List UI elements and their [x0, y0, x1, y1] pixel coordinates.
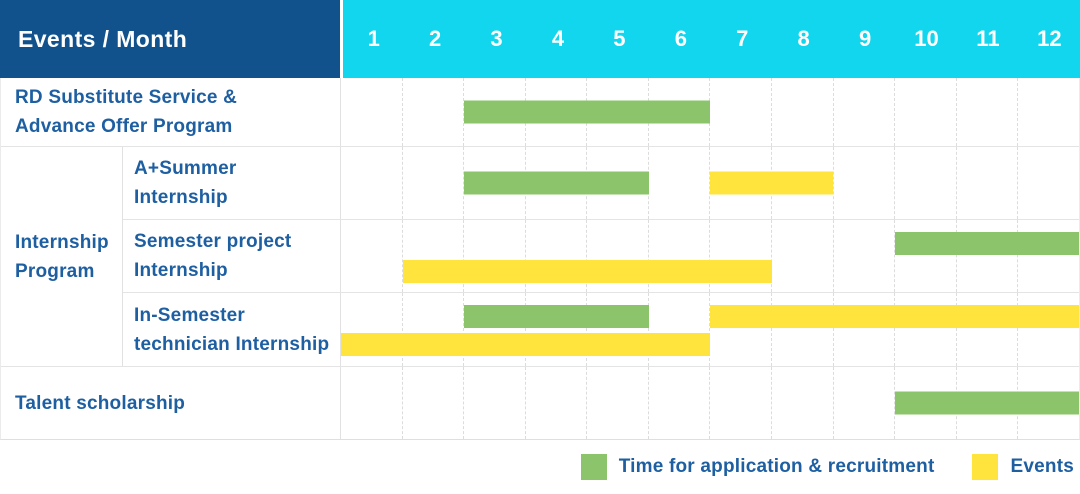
month-grid — [341, 220, 1079, 292]
month-grid-cell — [957, 293, 1019, 366]
month-grid-cell — [957, 78, 1019, 146]
events-color-swatch — [972, 454, 999, 480]
month-header-cell: 11 — [976, 26, 1000, 51]
month-grid-cell — [710, 293, 773, 366]
month-header-cell: 9 — [858, 26, 872, 51]
month-grid-cell — [403, 78, 465, 146]
gantt-bar-event — [710, 305, 1079, 328]
month-grid-cell — [464, 293, 526, 366]
month-grid-cell — [526, 293, 588, 366]
month-grid-cell — [649, 220, 711, 292]
gantt-bar-event — [710, 171, 833, 195]
month-grid-cell — [587, 293, 649, 366]
month-grid-cell — [772, 293, 834, 366]
legend-label-events: Events — [1010, 456, 1074, 477]
month-header-cell: 12 — [1037, 26, 1062, 51]
month-grid-cell — [957, 220, 1019, 292]
month-grid — [341, 147, 1079, 219]
legend: Time for application & recruitment Event… — [0, 440, 1080, 494]
month-grid-cell — [341, 220, 403, 292]
month-grid-cell — [341, 293, 403, 366]
month-grid-cell — [403, 220, 465, 292]
month-header-cell: 10 — [914, 26, 939, 51]
month-grid-cell — [403, 367, 465, 439]
month-header-cell: 4 — [551, 26, 565, 51]
month-grid-cell — [649, 147, 711, 219]
table-body: RD Substitute Service & Advance Offer Pr… — [0, 78, 1080, 440]
table-row: RD Substitute Service & Advance Offer Pr… — [1, 78, 1079, 147]
month-grid-cell — [341, 367, 403, 439]
month-header-cell: 8 — [797, 26, 810, 51]
month-grid-cell — [1018, 78, 1079, 146]
month-grid-cell — [587, 367, 649, 439]
gantt-bar-application — [894, 232, 1079, 255]
row-label-rd-substitute: RD Substitute Service & Advance Offer Pr… — [1, 78, 341, 146]
month-header-cell: 7 — [736, 26, 749, 51]
month-grid-cell — [834, 367, 896, 439]
month-grid-cell — [834, 147, 896, 219]
row-label-talent-scholarship: Talent scholarship — [1, 367, 341, 439]
row-label-in-semester-technician: In-Semester technician Internship — [123, 293, 341, 366]
group-label-internship-program: Internship Program — [1, 147, 123, 366]
month-header-cell: 6 — [674, 26, 687, 51]
month-grid — [341, 293, 1079, 366]
table-row: Semester project Internship — [123, 220, 1079, 293]
month-grid-cell — [895, 220, 957, 292]
month-grid-cell — [710, 78, 773, 146]
month-header-cell: 1 — [367, 26, 380, 51]
row-label-semester-project: Semester project Internship — [123, 220, 341, 292]
corner-header-cell: Events / Month — [0, 0, 340, 78]
month-grid-cell — [1018, 293, 1079, 366]
month-grid-cell — [772, 220, 834, 292]
table-row: Talent scholarship — [1, 367, 1079, 439]
legend-label-application: Time for application & recruitment — [618, 456, 935, 477]
month-grid-cell — [464, 220, 526, 292]
month-grid-cell — [834, 220, 896, 292]
month-grid-cell — [895, 147, 957, 219]
month-grid-cell — [834, 78, 896, 146]
month-grid-cell — [772, 78, 834, 146]
row-label-a-plus-summer: A+Summer Internship — [123, 147, 341, 219]
table-row-group-internship: Internship Program A+Summer Internship S… — [1, 147, 1079, 367]
month-grid-cell — [526, 367, 588, 439]
month-grid-cell — [710, 220, 773, 292]
application-color-swatch — [580, 454, 607, 480]
month-header-strip: 1 2 3 4 5 6 7 8 9 10 11 12 — [340, 0, 1080, 78]
month-grid-cell — [587, 220, 649, 292]
month-grid-cell — [1018, 147, 1079, 219]
table-header-row: Events / Month 1 2 3 4 5 6 7 8 9 10 11 12 — [0, 0, 1080, 78]
month-grid-cell — [649, 293, 711, 366]
month-grid-cell — [341, 147, 403, 219]
month-grid — [341, 78, 1079, 146]
month-grid-cell — [895, 293, 957, 366]
gantt-bar-application — [464, 305, 649, 328]
month-grid-cell — [649, 367, 711, 439]
month-grid-cell — [1018, 220, 1079, 292]
gantt-bar-event — [341, 333, 710, 356]
month-header-cell: 5 — [613, 26, 626, 51]
month-grid-cell — [834, 293, 896, 366]
month-header-cell: 3 — [490, 26, 503, 51]
month-grid — [341, 367, 1079, 439]
gantt-bar-application — [464, 100, 710, 124]
month-grid-cell — [526, 220, 588, 292]
month-grid-cell — [957, 147, 1019, 219]
month-grid-cell — [341, 78, 403, 146]
month-header-cell: 2 — [429, 26, 442, 51]
month-grid-cell — [464, 367, 526, 439]
gantt-bar-application — [464, 171, 649, 195]
gantt-bar-application — [894, 391, 1079, 415]
table-row: In-Semester technician Internship — [123, 293, 1079, 366]
table-row: A+Summer Internship — [123, 147, 1079, 220]
legend-item-application: Time for application & recruitment — [580, 454, 935, 480]
gantt-bar-event — [402, 260, 772, 283]
month-grid-cell — [403, 293, 465, 366]
month-grid-cell — [772, 367, 834, 439]
legend-item-events: Events — [972, 454, 1074, 480]
month-grid-cell — [403, 147, 465, 219]
month-grid-cell — [895, 78, 957, 146]
month-grid-cell — [710, 367, 773, 439]
month-grid-cell — [772, 147, 834, 219]
